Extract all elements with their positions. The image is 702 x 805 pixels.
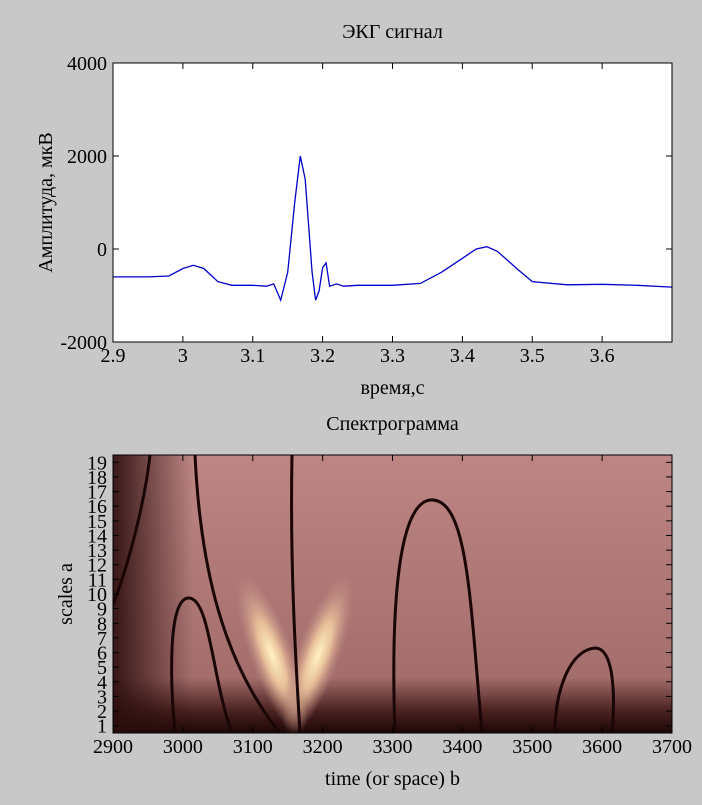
y-tick-label: 2000 (67, 146, 107, 168)
x-tick-label: 3.2 (310, 345, 335, 367)
y-tick-label: 2 (97, 701, 107, 723)
chart-title: ЭКГ сигнал (342, 21, 443, 43)
y-tick-label: 1 (97, 716, 107, 738)
x-tick-label: 3300 (373, 736, 413, 758)
ecg-line (113, 155, 673, 303)
y-tick-label: 10 (87, 584, 107, 606)
y-tick-label: 12 (87, 555, 107, 577)
y-tick-label: 15 (87, 511, 107, 533)
y-tick-label: 4 (97, 672, 107, 694)
x-tick-label: 3.4 (450, 345, 475, 367)
x-tick-label: 2.9 (101, 345, 126, 367)
y-tick-label: -2000 (60, 332, 107, 354)
y-tick-label: 17 (87, 482, 107, 504)
y-tick-label: 3 (97, 686, 107, 708)
x-tick-label: 3200 (303, 736, 343, 758)
y-tick-label: 8 (97, 613, 107, 635)
y-tick-label: 19 (87, 452, 107, 474)
x-tick-label: 3700 (652, 736, 692, 758)
y-tick-label: 7 (97, 628, 107, 650)
x-tick-label: 3 (178, 345, 188, 367)
chart-title: Спектрограмма (326, 413, 459, 435)
x-axis-label: время,с (360, 377, 424, 399)
y-tick-label: 6 (97, 643, 107, 665)
x-tick-label: 3100 (233, 736, 273, 758)
x-tick-label: 2900 (93, 736, 133, 758)
spectrogram-image (113, 455, 672, 733)
x-tick-label: 3.1 (240, 345, 265, 367)
x-tick-label: 3400 (442, 736, 482, 758)
x-tick-label: 3.3 (380, 345, 405, 367)
x-axis-label: time (or space) b (325, 768, 460, 790)
y-tick-label: 18 (87, 467, 107, 489)
y-tick-label: 11 (88, 569, 107, 591)
x-tick-label: 3.5 (520, 345, 545, 367)
y-axis-label: scales a (55, 563, 77, 625)
x-tick-label: 3500 (512, 736, 552, 758)
x-tick-label: 3600 (582, 736, 622, 758)
axes-background (113, 63, 672, 342)
y-tick-label: 9 (97, 599, 107, 621)
y-tick-label: 13 (87, 540, 107, 562)
y-tick-label: 14 (87, 525, 107, 547)
x-tick-label: 3000 (163, 736, 203, 758)
y-tick-label: 16 (87, 496, 107, 518)
y-tick-label: 4000 (67, 53, 107, 75)
y-tick-label: 0 (97, 239, 107, 261)
charts: ЭКГ сигнал время,с Амплитуда, мкВ 2.9 3 3.1 3.… (35, 21, 692, 790)
x-tick-label: 3.6 (590, 345, 615, 367)
y-tick-label: 5 (97, 657, 107, 679)
y-axis-label: Амплитуда, мкВ (35, 132, 57, 272)
